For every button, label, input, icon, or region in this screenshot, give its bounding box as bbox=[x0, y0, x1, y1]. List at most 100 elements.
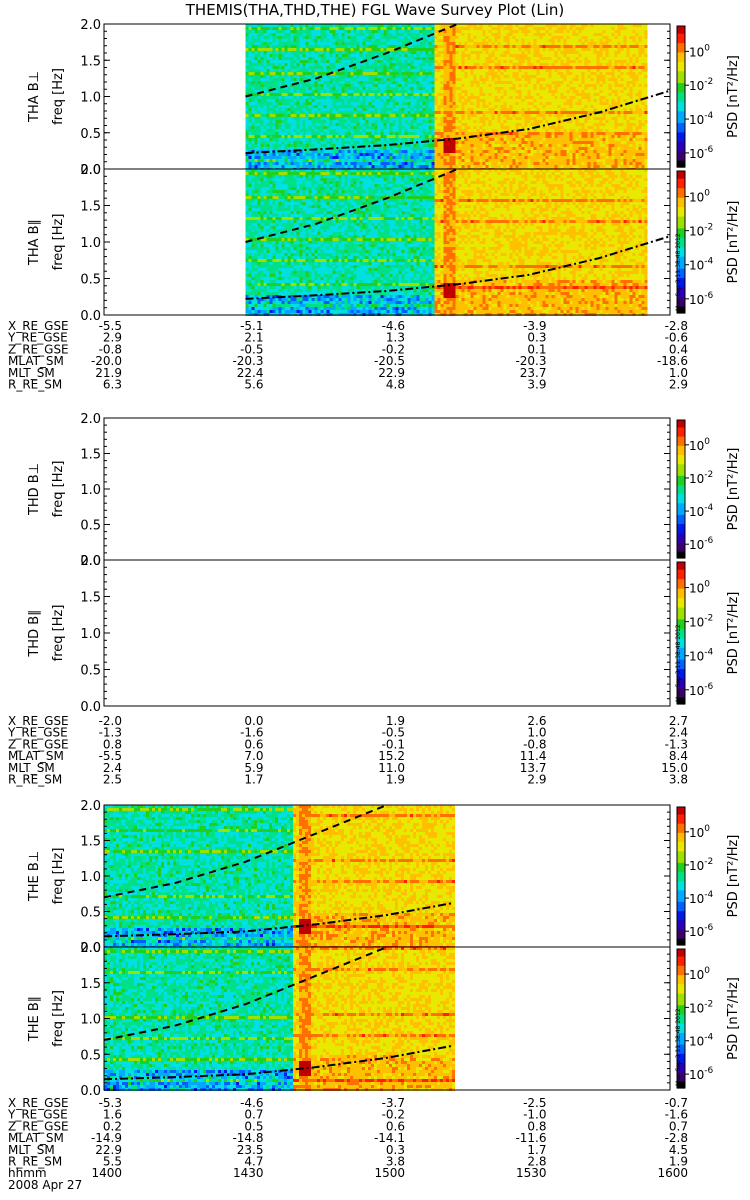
y-tick-label: 2.0 bbox=[80, 554, 101, 569]
ephem-value: 1.9 bbox=[386, 714, 405, 728]
ephem-value: -14.8 bbox=[232, 1131, 263, 1145]
ephem-label: MLT_SM bbox=[8, 366, 55, 380]
ephem-value: 8.4 bbox=[669, 749, 688, 763]
ephem-value: -0.6 bbox=[665, 331, 688, 345]
ephem-label: MLT_SM bbox=[8, 761, 55, 775]
ephem-value: 3.8 bbox=[386, 1155, 405, 1169]
ephem-value: -5.5 bbox=[99, 319, 122, 333]
ephem-value: 21.9 bbox=[95, 366, 122, 380]
colorbar: 100 10-2 10-4 10-6 PSD [nT²/Hz] bbox=[676, 25, 741, 168]
y-tick-label: 1.5 bbox=[80, 54, 101, 69]
ephem-value: 11.4 bbox=[520, 749, 547, 763]
ephem-value: -0.2 bbox=[382, 342, 405, 356]
colorbar: 100 10-2 10-4 10-6 PSD [nT²/Hz] bbox=[676, 419, 741, 559]
ephem-value: 13.7 bbox=[520, 761, 547, 775]
y-tick-label: 2.0 bbox=[80, 941, 101, 956]
ephem-value: 1.6 bbox=[103, 1108, 122, 1122]
ephem-value: 0.0 bbox=[244, 714, 263, 728]
y-tick-label: 1.5 bbox=[80, 448, 101, 463]
ephem-value: -3.7 bbox=[382, 1096, 405, 1110]
ephem-value: 2.9 bbox=[669, 378, 688, 392]
y-tick-label: 0.5 bbox=[80, 906, 101, 921]
colorbar-tick-label: 10-2 bbox=[689, 857, 713, 873]
ephem-label: Y_RE_GSE bbox=[7, 331, 68, 345]
ephem-value: 5.6 bbox=[244, 378, 263, 392]
y-tick-label: 0.0 bbox=[80, 941, 101, 956]
colorbar-tick-label: 10-2 bbox=[689, 223, 713, 239]
ephem-value: 1.7 bbox=[244, 773, 263, 787]
ephem-value: -1.3 bbox=[665, 737, 688, 751]
spectrogram-panel-the-bpar: 0.0 0.5 1.0 1.5 2.0 THE B∥ freq [Hz] 100 10-2 10-… bbox=[27, 941, 741, 1099]
ephem-value: -20.0 bbox=[91, 354, 122, 368]
y-tick-label: 2.0 bbox=[80, 18, 101, 33]
ephem-value: 1.0 bbox=[669, 366, 688, 380]
dashed-curve bbox=[103, 946, 388, 1041]
ephem-value: 2.4 bbox=[103, 761, 122, 775]
ephem-value: 22.9 bbox=[378, 366, 405, 380]
colorbar: 100 10-2 10-4 10-6 PSD [nT²/Hz] bbox=[676, 170, 741, 314]
ephem-value: 0.6 bbox=[244, 737, 263, 751]
ephem-value: 23.7 bbox=[520, 366, 547, 380]
ephem-value: -1.6 bbox=[240, 726, 263, 740]
colorbar-tick-label: 100 bbox=[689, 824, 710, 840]
colorbar-tick-label: 10-6 bbox=[689, 291, 714, 307]
dashed-curve bbox=[103, 804, 388, 899]
ephem-value: -20.3 bbox=[515, 354, 546, 368]
colorbar: 100 10-2 10-4 10-6 PSD [nT²/Hz] bbox=[676, 948, 741, 1089]
colorbar-label: PSD [nT²/Hz] bbox=[726, 201, 741, 284]
ephemeris-the: X_RE_GSE -5.3 -4.6 -3.7 -2.5 -0.7Y_RE_GSE 1.6 0… bbox=[7, 1096, 688, 1192]
spectrogram-panel-tha-bperp: 0.0 0.5 1.0 1.5 2.0 THA B⊥ freq [Hz] 100 10-2 10-… bbox=[27, 18, 741, 178]
y-tick-label: 1.5 bbox=[80, 591, 101, 606]
ephem-value: -5.1 bbox=[240, 319, 263, 333]
ephem-value: -4.6 bbox=[382, 319, 405, 333]
colorbar-label: PSD [nT²/Hz] bbox=[726, 592, 741, 675]
y-tick-label: 0.0 bbox=[80, 700, 101, 715]
ephem-value: 0.2 bbox=[103, 1119, 122, 1133]
ephem-value: 2.9 bbox=[527, 773, 546, 787]
dashdot-curve bbox=[103, 902, 454, 938]
ephem-label: Z_RE_GSE bbox=[8, 1119, 69, 1133]
y-tick-label: 1.0 bbox=[80, 91, 101, 106]
colorbar-tick-label: 10-6 bbox=[689, 923, 714, 939]
ephem-label: R_RE_SM bbox=[8, 378, 62, 392]
ephemeris-thd: X_RE_GSE -2.0 0.0 1.9 2.6 2.7 Y_RE_GSE -1.3 -1.6… bbox=[7, 714, 688, 787]
ephem-label: X_RE_GSE bbox=[8, 319, 69, 333]
ephem-label: MLAT_SM bbox=[8, 354, 64, 368]
ephem-value: 5.9 bbox=[244, 761, 263, 775]
spectrogram-panel-thd-bperp: 0.0 0.5 1.0 1.5 2.0 THD B⊥ freq [Hz] 100 10-2 10-… bbox=[27, 412, 741, 569]
y-tick-label: 0.5 bbox=[80, 664, 101, 679]
colorbar-tick-label: 10-4 bbox=[689, 648, 714, 664]
ephem-value: -1.3 bbox=[99, 726, 122, 740]
ephem-value: 22.9 bbox=[95, 1143, 122, 1157]
dashdot-curve bbox=[245, 235, 671, 300]
y-axis-label: freq [Hz] bbox=[51, 990, 66, 1047]
ephem-value: -0.1 bbox=[382, 737, 405, 751]
ephem-value: 1.9 bbox=[669, 1155, 688, 1169]
colorbar: 100 10-2 10-4 10-6 PSD [nT²/Hz] bbox=[676, 561, 741, 705]
colorbar-tick-label: 10-6 bbox=[689, 536, 714, 552]
colorbar-label: PSD [nT²/Hz] bbox=[726, 448, 741, 531]
ephem-value: -1.6 bbox=[665, 1108, 688, 1122]
dashdot-curve bbox=[245, 89, 671, 155]
ephem-value: 3.9 bbox=[527, 378, 546, 392]
y-tick-label: 0.0 bbox=[80, 309, 101, 324]
ephem-value: 0.6 bbox=[386, 1119, 405, 1133]
y-tick-label: 0.0 bbox=[80, 1084, 101, 1099]
ephem-value: -2.0 bbox=[99, 714, 122, 728]
ephem-value: 2.5 bbox=[103, 773, 122, 787]
ephem-value: -3.9 bbox=[523, 319, 546, 333]
ephem-value: 1.7 bbox=[527, 1143, 546, 1157]
colorbar-tick-label: 10-2 bbox=[689, 470, 713, 486]
ephem-value: 0.8 bbox=[103, 737, 122, 751]
ephem-value: -2.8 bbox=[665, 1131, 688, 1145]
ephem-value: -2.8 bbox=[665, 319, 688, 333]
colorbar-tick-label: 10-4 bbox=[689, 503, 714, 519]
y-axis-label: freq [Hz] bbox=[51, 848, 66, 905]
y-tick-label: 0.5 bbox=[80, 273, 101, 288]
y-tick-label: 1.0 bbox=[80, 627, 101, 642]
dashdot-curve bbox=[103, 1044, 454, 1081]
ephem-value: -4.6 bbox=[240, 1096, 263, 1110]
ephem-value: 2.6 bbox=[527, 714, 546, 728]
ephem-value: 1.0 bbox=[527, 726, 546, 740]
ephem-value: 4.7 bbox=[244, 1155, 263, 1169]
